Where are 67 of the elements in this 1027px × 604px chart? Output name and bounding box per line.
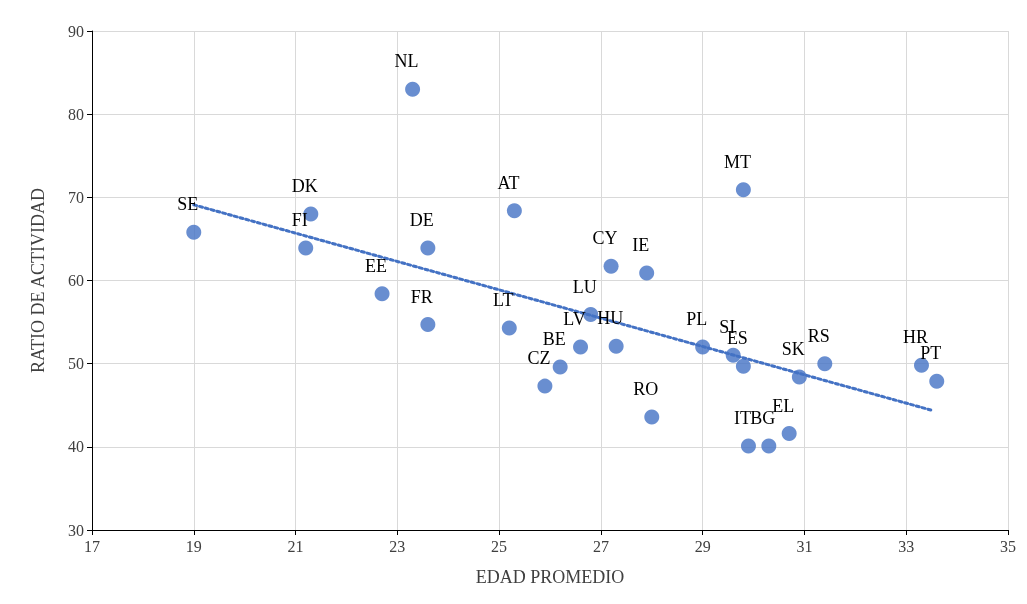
x-tick-label: 33 <box>898 537 915 555</box>
annotation: RS <box>807 325 830 346</box>
point <box>725 347 741 363</box>
point <box>186 224 202 240</box>
y-tick-label: 50 <box>68 355 84 373</box>
point <box>420 317 436 333</box>
annotation: IE <box>632 235 650 256</box>
point <box>608 338 624 354</box>
point <box>420 240 436 256</box>
x-tick-label: 35 <box>1000 537 1016 555</box>
x-tick-label: 29 <box>694 537 711 555</box>
point <box>740 438 756 454</box>
point <box>298 240 314 256</box>
point <box>735 358 751 374</box>
annotation: MT <box>723 151 751 172</box>
point <box>695 339 711 355</box>
annotation: CZ <box>527 348 551 369</box>
x-tick-label: 19 <box>185 537 202 555</box>
y-tick-label: 30 <box>68 521 84 539</box>
x-tick-label: 23 <box>389 537 406 555</box>
annotation: EE <box>365 255 388 276</box>
y-tick-label: 40 <box>68 438 84 456</box>
y-tick-label: 60 <box>68 272 84 289</box>
annotation: FI <box>291 210 308 231</box>
y-tick-label: 90 <box>68 22 84 40</box>
annotation: NL <box>394 51 419 72</box>
y-axis-title: RATIO DE ACTIVIDAD <box>28 188 48 373</box>
point <box>552 359 568 375</box>
annotation: LV <box>563 309 586 330</box>
y-tick-label: 80 <box>68 105 84 123</box>
annotation: DK <box>291 175 318 196</box>
x-tick-label: 27 <box>592 537 609 555</box>
y-tick-label: 70 <box>68 188 84 206</box>
point <box>735 182 751 198</box>
x-tick-label: 25 <box>491 537 508 555</box>
x-tick-label: 31 <box>796 537 813 555</box>
point <box>791 369 807 385</box>
annotation: LT <box>493 289 514 310</box>
annotation: PT <box>920 343 942 364</box>
point <box>374 286 390 302</box>
annotation: PL <box>686 309 708 330</box>
x-tick-label: 17 <box>84 537 100 555</box>
point <box>639 265 655 281</box>
point <box>501 320 517 336</box>
annotation: SE <box>177 194 199 215</box>
annotation: FR <box>410 286 433 307</box>
point <box>929 373 945 389</box>
point <box>537 378 553 394</box>
annotation: AT <box>497 172 520 193</box>
annotation: CY <box>592 228 618 249</box>
point <box>761 438 777 454</box>
annotation: DE <box>409 210 434 231</box>
annotation: IT <box>733 408 751 428</box>
point <box>603 258 619 274</box>
point <box>573 339 589 355</box>
point <box>914 357 929 373</box>
point <box>644 409 660 425</box>
point <box>781 426 797 442</box>
point <box>405 81 421 97</box>
annotation: BE <box>542 328 566 349</box>
annotation: LU <box>572 276 597 297</box>
x-tick-label: 21 <box>287 537 304 555</box>
x-axis-title: EDAD PROMEDIO <box>475 567 625 587</box>
annotation: RO <box>633 378 659 399</box>
annotation: SK <box>781 338 805 359</box>
point <box>817 356 833 372</box>
point <box>506 203 522 219</box>
